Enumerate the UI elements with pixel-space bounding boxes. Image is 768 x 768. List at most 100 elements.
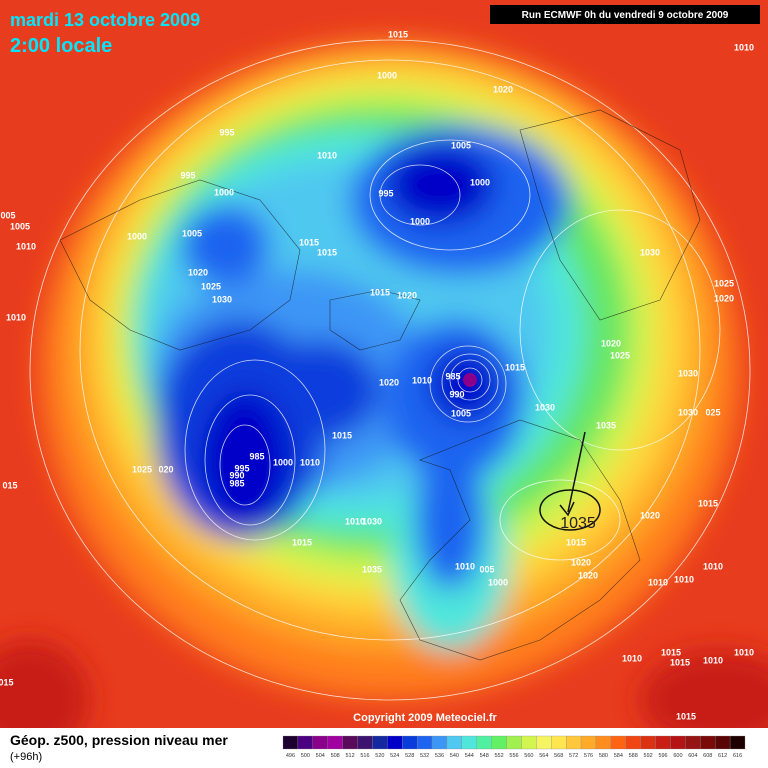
scale-swatch xyxy=(402,735,418,750)
scale-swatch xyxy=(342,735,358,750)
pressure-label: 1030 xyxy=(678,407,698,417)
pressure-label: 1025 xyxy=(201,281,221,291)
pressure-label: 1020 xyxy=(714,293,734,303)
scale-label: 592 xyxy=(644,753,653,759)
pressure-label: 995 xyxy=(234,463,249,473)
scale-swatch xyxy=(685,735,701,750)
pressure-label: 1010 xyxy=(16,241,36,251)
pressure-label: 1000 xyxy=(214,187,234,197)
pressure-label: 005 xyxy=(479,564,494,574)
pressure-label: 1000 xyxy=(410,216,430,226)
pressure-label: 1010 xyxy=(703,561,723,571)
pressure-label: 1035 xyxy=(362,564,382,574)
scale-swatch xyxy=(506,735,522,750)
pressure-label: 1010 xyxy=(345,516,365,526)
scale-swatch xyxy=(551,735,567,750)
pressure-label: 1010 xyxy=(455,561,475,571)
pressure-label: 1030 xyxy=(212,294,232,304)
coastlines xyxy=(59,109,701,661)
scale-swatch xyxy=(595,735,612,750)
pressure-label: 1015 xyxy=(370,287,390,297)
pressure-label: 1020 xyxy=(640,510,660,520)
pressure-label: 1015 xyxy=(698,498,718,508)
scale-label: 564 xyxy=(539,753,548,759)
scale-swatch xyxy=(431,735,448,750)
pressure-label: 1010 xyxy=(734,42,754,52)
scale-label: 552 xyxy=(495,753,504,759)
pressure-label: 015 xyxy=(2,480,17,490)
scale-swatch xyxy=(491,735,507,750)
pressure-label: 1015 xyxy=(317,247,337,257)
scale-label: 556 xyxy=(509,753,518,759)
pressure-label: 995 xyxy=(378,188,393,198)
pressure-label: 1020 xyxy=(379,377,399,387)
copyright: Copyright 2009 Meteociel.fr xyxy=(353,712,497,724)
scale-label: 572 xyxy=(569,753,578,759)
scale-swatch xyxy=(446,735,462,750)
pressure-label: 1030 xyxy=(362,516,382,526)
scale-swatch xyxy=(416,735,433,750)
scale-swatch xyxy=(670,735,686,750)
scale-label: 560 xyxy=(524,753,533,759)
pressure-label: 1010 xyxy=(674,574,694,584)
scale-label: 580 xyxy=(599,753,608,759)
pressure-label: 025 xyxy=(705,407,720,417)
pressure-label: 1020 xyxy=(397,290,417,300)
annotation-label: 1035 xyxy=(560,515,596,532)
scale-label: 600 xyxy=(673,753,682,759)
scale-label: 536 xyxy=(435,753,444,759)
scale-label: 496 xyxy=(286,753,295,759)
scale-swatch xyxy=(566,735,582,750)
pressure-label: 1020 xyxy=(578,570,598,580)
pressure-label: 1005 xyxy=(451,408,471,418)
scale-label: 500 xyxy=(301,753,310,759)
scale-swatch xyxy=(715,735,731,750)
pressure-label: 020 xyxy=(158,464,173,474)
scale-label: 612 xyxy=(718,753,727,759)
pressure-label: 1000 xyxy=(488,577,508,587)
scale-label: 596 xyxy=(658,753,667,759)
pressure-label: 1010 xyxy=(622,653,642,663)
pressure-label: 1010 xyxy=(300,457,320,467)
scale-label: 504 xyxy=(316,753,325,759)
scale-label: 584 xyxy=(614,753,623,759)
pressure-label: 015 xyxy=(0,677,14,687)
pressure-label: 1010 xyxy=(317,150,337,160)
pressure-label: 1020 xyxy=(601,338,621,348)
scale-swatch xyxy=(580,735,597,750)
pressure-label: 1010 xyxy=(412,375,432,385)
pressure-label: 1035 xyxy=(596,420,616,430)
pressure-label: 990 xyxy=(229,470,244,480)
pressure-label: 1010 xyxy=(734,647,754,657)
pressure-label: 985 xyxy=(249,451,264,461)
pressure-label: 1010 xyxy=(648,577,668,587)
scale-label: 548 xyxy=(480,753,489,759)
pressure-label: 1000 xyxy=(273,457,293,467)
pressure-label: 1000 xyxy=(377,70,397,80)
scale-label: 516 xyxy=(360,753,369,759)
scale-label: 520 xyxy=(375,753,384,759)
scale-label: 568 xyxy=(554,753,563,759)
time-title: 2:00 locale xyxy=(10,35,112,57)
hand-annotation: 1035 xyxy=(539,431,601,532)
pressure-label: 1000 xyxy=(127,231,147,241)
scale-swatch xyxy=(610,735,626,750)
pressure-label: 1025 xyxy=(610,350,630,360)
pressure-label: 1005 xyxy=(182,228,202,238)
pressure-label: 1015 xyxy=(332,430,352,440)
pressure-label: 1015 xyxy=(388,29,408,39)
pressure-label: 1030 xyxy=(535,402,555,412)
scale-label: 512 xyxy=(345,753,354,759)
pressure-label: 1025 xyxy=(132,464,152,474)
scale-label: 524 xyxy=(390,753,399,759)
pressure-label: 1015 xyxy=(292,537,312,547)
scale-swatch xyxy=(461,735,477,750)
pressure-label: 1030 xyxy=(640,247,660,257)
pressure-label: 1015 xyxy=(505,362,525,372)
scale-swatch xyxy=(297,735,313,750)
scale-label: 540 xyxy=(450,753,459,759)
pressure-label: 990 xyxy=(449,389,464,399)
scale-swatch xyxy=(521,735,537,750)
pressure-label: 1010 xyxy=(6,312,26,322)
scale-swatch xyxy=(700,735,716,750)
